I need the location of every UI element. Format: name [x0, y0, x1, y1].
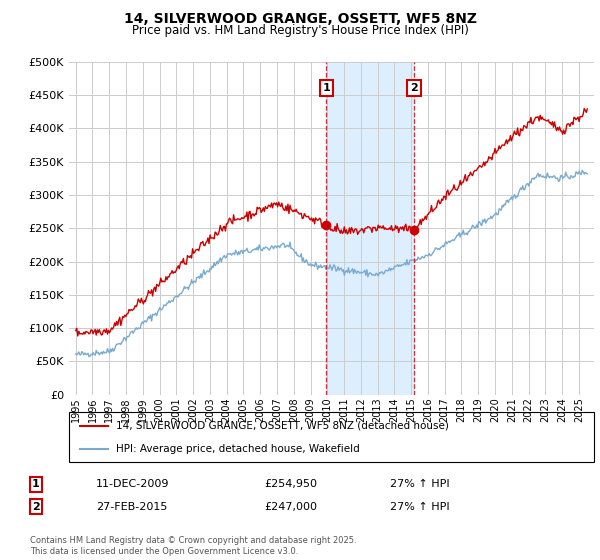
- Text: 14, SILVERWOOD GRANGE, OSSETT, WF5 8NZ (detached house): 14, SILVERWOOD GRANGE, OSSETT, WF5 8NZ (…: [116, 421, 449, 431]
- Text: Contains HM Land Registry data © Crown copyright and database right 2025.
This d: Contains HM Land Registry data © Crown c…: [30, 536, 356, 556]
- Text: 27-FEB-2015: 27-FEB-2015: [96, 502, 167, 512]
- Text: £254,950: £254,950: [264, 479, 317, 489]
- Text: 1: 1: [32, 479, 40, 489]
- Text: HPI: Average price, detached house, Wakefield: HPI: Average price, detached house, Wake…: [116, 445, 360, 454]
- Text: 27% ↑ HPI: 27% ↑ HPI: [390, 479, 449, 489]
- Text: 2: 2: [410, 83, 418, 94]
- Text: 1: 1: [322, 83, 330, 94]
- Text: Price paid vs. HM Land Registry's House Price Index (HPI): Price paid vs. HM Land Registry's House …: [131, 24, 469, 36]
- Text: 14, SILVERWOOD GRANGE, OSSETT, WF5 8NZ: 14, SILVERWOOD GRANGE, OSSETT, WF5 8NZ: [124, 12, 476, 26]
- Text: 11-DEC-2009: 11-DEC-2009: [96, 479, 170, 489]
- Text: 27% ↑ HPI: 27% ↑ HPI: [390, 502, 449, 512]
- Text: £247,000: £247,000: [264, 502, 317, 512]
- Text: 2: 2: [32, 502, 40, 512]
- Bar: [326, 62, 414, 395]
